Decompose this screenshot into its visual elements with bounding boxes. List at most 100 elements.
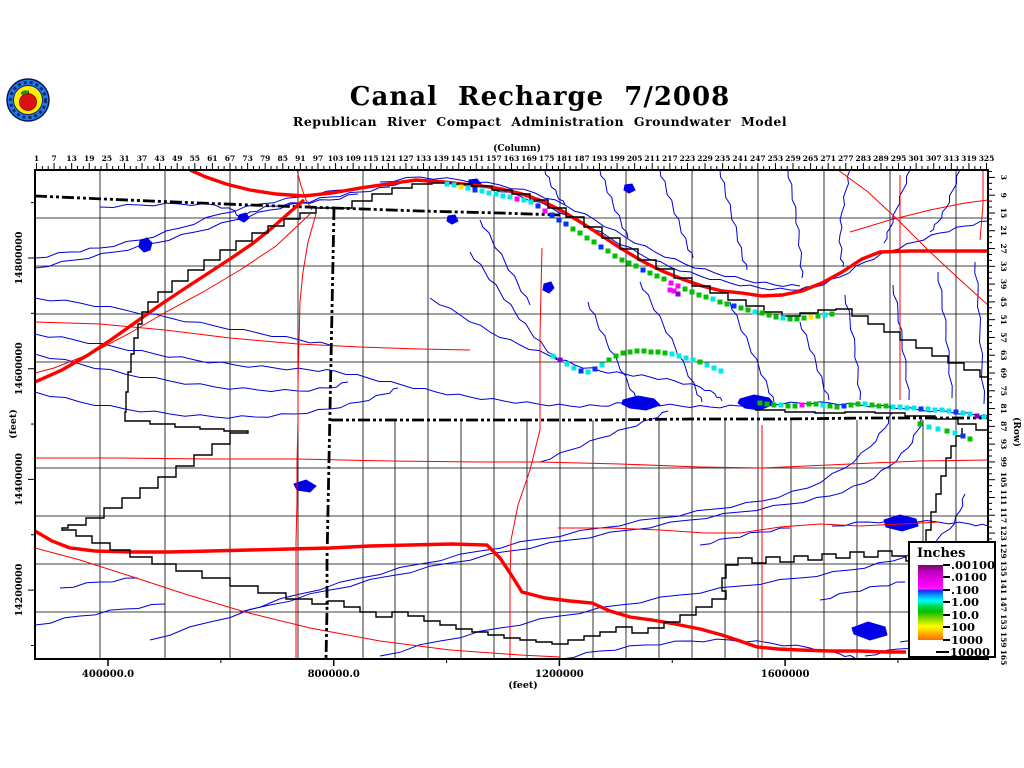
row-tick-label: 147 [999,596,1008,612]
column-tick-label: 175 [539,154,555,163]
column-tick-label: 295 [891,154,907,163]
recharge-cell [479,188,485,194]
recharge-cell [668,280,674,286]
recharge-cell [683,355,689,361]
recharge-cell [654,273,660,279]
recharge-cell [458,184,464,190]
recharge-cell [801,315,807,321]
recharge-cell [745,307,751,313]
column-tick-label: 235 [715,154,731,163]
river [844,294,862,401]
recharge-cell [773,314,779,320]
legend-entry: .00100 [943,558,995,572]
recharge-cell [946,408,952,414]
recharge-cell [848,402,854,408]
state-border [331,416,988,422]
column-tick-label: 19 [84,154,94,163]
recharge-cell [820,402,826,408]
row-tick-label: 45 [999,297,1008,307]
legend-tick [936,651,949,654]
recharge-cell [571,365,577,371]
recharge-cell [671,288,677,294]
header: Canal Recharge 7/2008 Republican River C… [293,82,787,129]
river [719,170,748,271]
page-subtitle: Republican River Compact Administration … [292,114,788,129]
road [35,321,471,351]
column-tick-label: 67 [225,154,235,163]
recharge-cell [690,357,696,363]
lakes [138,178,919,641]
recharge-cell [591,239,597,245]
lake [138,237,153,253]
column-axis-title: (Column) [493,143,541,154]
legend-entry: 100 [943,620,975,634]
recharge-cell [917,421,923,427]
recharge-cell [799,402,805,408]
row-tick-label: 69 [999,368,1008,378]
recharge-cell [514,196,520,202]
legend-entry: 10000 [936,645,990,659]
recharge-cell [960,433,966,439]
recharge-cell [662,350,668,356]
road [296,170,313,211]
recharge-cell [766,312,772,318]
legend-colorbar [918,565,943,640]
left-axis-title: (feet) [8,409,19,439]
legend-entry-label: 1000 [951,632,984,647]
recharge-cell [570,226,576,232]
river [469,251,558,360]
recharge-cell [584,235,590,241]
column-tick-label: 151 [468,154,484,163]
recharge-cell [759,310,765,316]
recharge-cell [585,369,591,375]
recharge-cell [612,253,618,259]
column-tick-label: 25 [102,154,112,163]
recharge-cell [974,413,980,419]
recharge-cell [792,403,798,409]
recharge-cell [472,187,478,193]
column-tick-label: 7 [51,154,56,163]
row-tick-label: 165 [999,650,1008,666]
recharge-cell [738,305,744,311]
road [35,547,561,658]
legend-tick [943,626,950,629]
row-tick-label: 3 [999,175,1008,180]
recharge-cell [918,406,924,412]
column-tick-label: 307 [926,154,942,163]
river [35,186,391,269]
river [819,581,906,601]
row-tick-label: 99 [999,457,1008,467]
recharge-cell [752,309,758,315]
recharge-cell [855,401,861,407]
river [937,271,953,399]
river [544,170,566,206]
river [699,527,791,546]
column-tick-label: 217 [662,154,678,163]
recharge-cell [813,401,819,407]
recharge-cell [613,353,619,359]
river [787,170,804,279]
river [892,284,910,401]
recharge-cell [926,424,932,430]
column-tick-label: 163 [504,154,520,163]
column-tick-label: 247 [750,154,766,163]
recharge-cell [876,403,882,409]
recharge-cell [827,403,833,409]
column-tick-label: 13 [66,154,76,163]
left-tick-label: 14200000 [14,563,25,616]
column-tick-label: 289 [873,154,889,163]
legend-tick [943,638,950,641]
column-tick-label: 85 [278,154,288,163]
river [35,387,399,419]
recharge-cell [897,404,903,410]
column-tick-label: 319 [961,154,977,163]
recharge-cell [944,428,950,434]
row-tick-label: 9 [999,193,1008,198]
recharge-cell [647,270,653,276]
river [239,412,893,613]
recharge-cell [815,313,821,319]
row-tick-label: 21 [999,226,1008,236]
recharge-cell [689,289,695,295]
column-tick-label: 301 [908,154,924,163]
map-layers [35,170,988,659]
